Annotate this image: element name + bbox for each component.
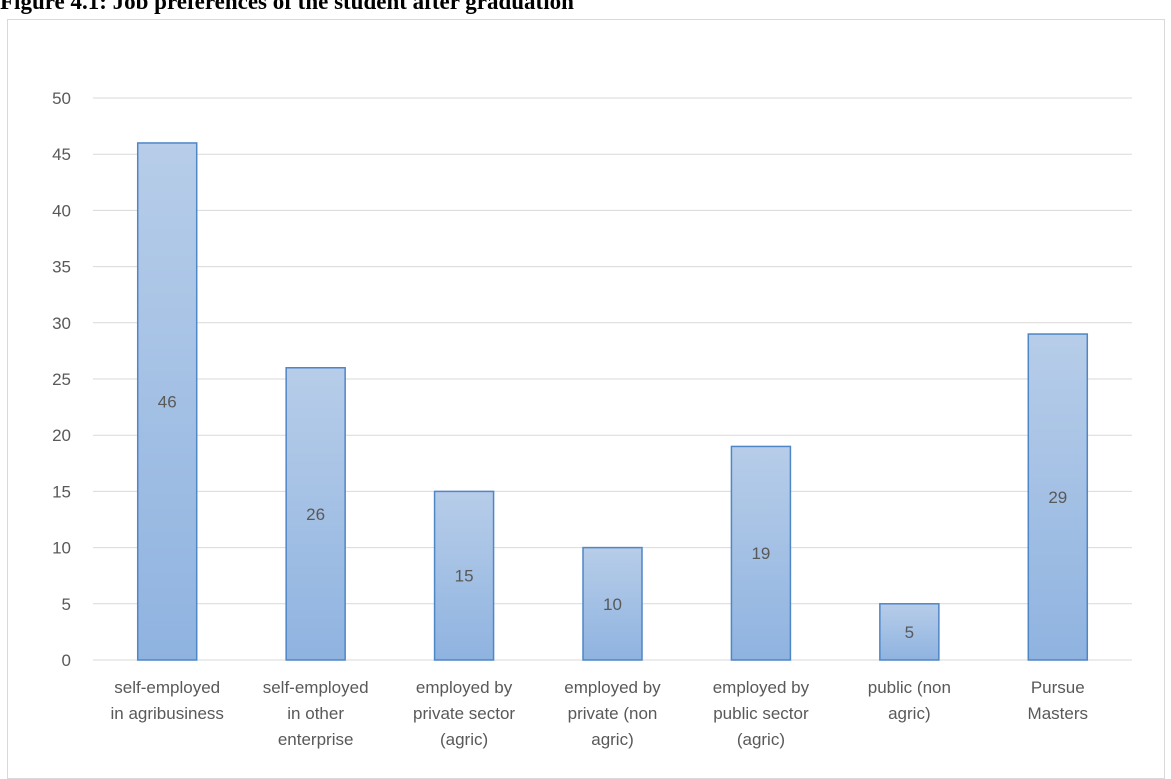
category-label-6: public (non agric) <box>868 678 951 723</box>
data-labels: 46 26 15 10 19 5 29 <box>158 392 1067 641</box>
y-tick-label: 45 <box>52 145 71 164</box>
category-label-5: employed by public sector (agric) <box>713 678 810 749</box>
bar-1 <box>136 142 198 661</box>
category-label-line: employed by <box>416 678 513 697</box>
category-label-line: Pursue <box>1031 678 1085 697</box>
y-tick-label: 15 <box>52 482 71 501</box>
category-label-line: private (non <box>568 704 658 723</box>
category-label-line: enterprise <box>278 730 354 749</box>
category-label-line: public sector <box>713 704 809 723</box>
y-tick-label: 25 <box>52 370 71 389</box>
category-label-line: employed by <box>713 678 810 697</box>
category-label-line: self-employed <box>114 678 220 697</box>
bar-3 <box>433 490 495 661</box>
category-label-line: in agribusiness <box>111 704 224 723</box>
y-tick-label: 10 <box>52 539 71 558</box>
bar-2 <box>285 367 346 661</box>
y-tick-label: 35 <box>52 258 71 277</box>
y-tick-label: 20 <box>52 426 71 445</box>
bar-4 <box>582 546 643 661</box>
category-label-4: employed by private (non agric) <box>564 678 661 749</box>
bar-6 <box>879 603 940 661</box>
category-label-line: agric) <box>591 730 634 749</box>
category-label-line: public (non <box>868 678 951 697</box>
gridlines <box>93 97 1132 661</box>
category-label-line: (agric) <box>737 730 785 749</box>
category-label-3: employed by private sector (agric) <box>413 678 515 749</box>
data-label-6: 5 <box>905 623 914 642</box>
category-label-line: employed by <box>564 678 661 697</box>
bar-chart: 0 5 10 15 20 25 30 35 40 45 50 46 26 15 10 19 5 29 self-… <box>52 89 1132 749</box>
y-tick-label: 40 <box>52 201 71 220</box>
data-label-5: 19 <box>751 544 770 563</box>
data-label-2: 26 <box>306 505 325 524</box>
bars <box>136 142 1089 661</box>
category-label-2: self-employed in other enterprise <box>263 678 369 749</box>
data-label-3: 15 <box>455 567 474 586</box>
category-label-line: self-employed <box>263 678 369 697</box>
y-axis-ticks: 0 5 10 15 20 25 30 35 40 45 50 <box>52 89 71 670</box>
y-tick-label: 30 <box>52 314 71 333</box>
bar-7 <box>1027 333 1089 661</box>
figure-caption: Figure 4.1: Job preferences of the stude… <box>0 0 574 14</box>
category-label-line: agric) <box>888 704 931 723</box>
category-label-line: (agric) <box>440 730 488 749</box>
chart-area: 0 5 10 15 20 25 30 35 40 45 50 46 26 15 10 19 5 29 self-… <box>7 19 1165 779</box>
data-label-1: 46 <box>158 392 177 411</box>
category-label-line: Masters <box>1028 704 1088 723</box>
category-label-line: private sector <box>413 704 515 723</box>
y-tick-label: 0 <box>62 651 71 670</box>
data-label-7: 29 <box>1048 488 1067 507</box>
y-tick-label: 50 <box>52 89 71 108</box>
data-label-4: 10 <box>603 595 622 614</box>
category-label-7: Pursue Masters <box>1028 678 1088 723</box>
bar-5 <box>730 445 792 661</box>
category-label-line: in other <box>287 704 344 723</box>
y-tick-label: 5 <box>62 595 71 614</box>
category-label-1: self-employed in agribusiness <box>111 678 224 723</box>
